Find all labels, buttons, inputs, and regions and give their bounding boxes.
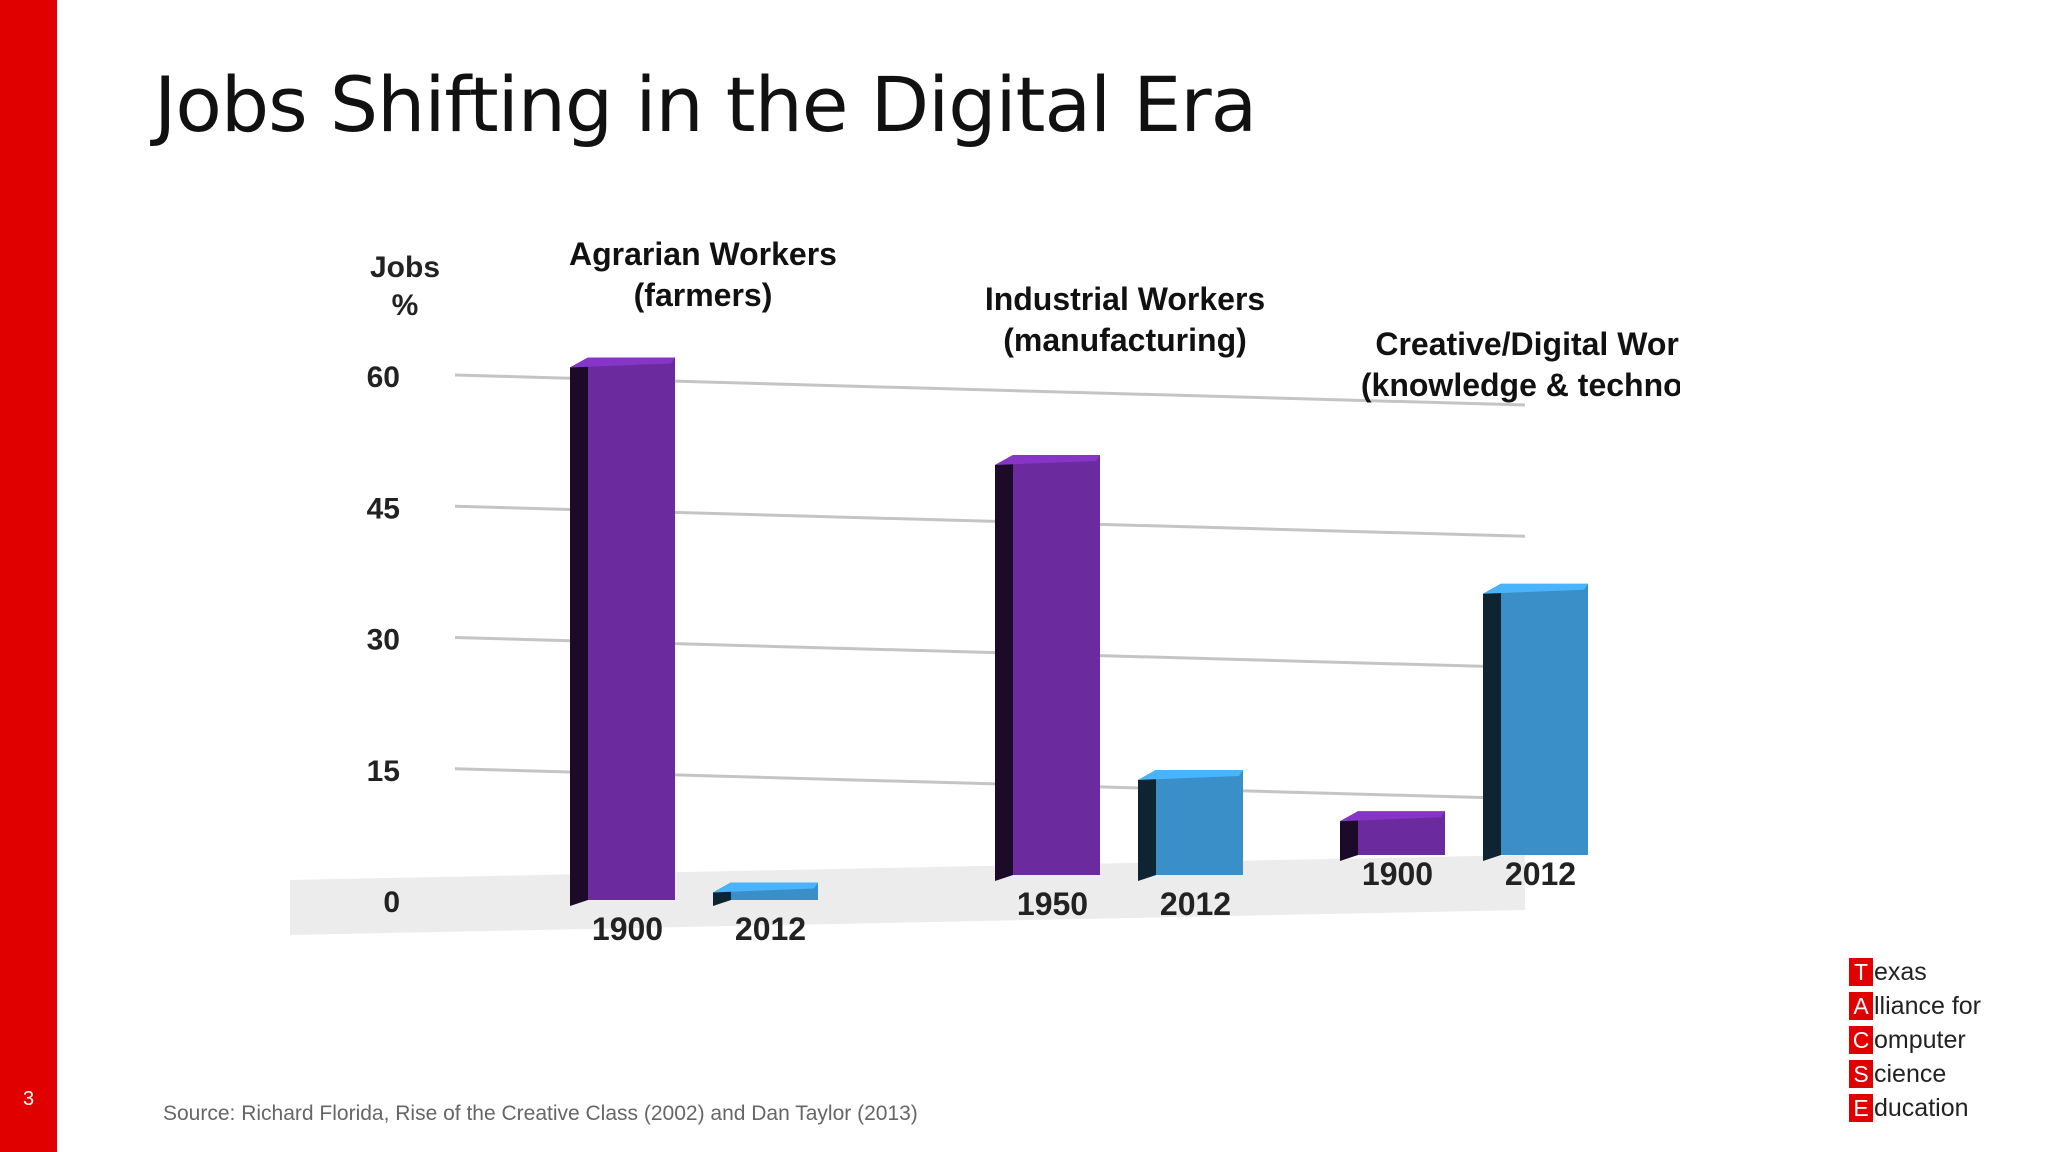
jobs-bar-chart: 0 15 30 45 60 Jobs% Agrarian Workers (farmers) 1…	[290, 236, 1680, 947]
logo-word: omputer	[1874, 1025, 1966, 1054]
logo-letter: A	[1849, 992, 1873, 1020]
bar-side	[1138, 770, 1156, 881]
logo-letter: S	[1849, 1060, 1873, 1088]
y-tick-label: 0	[383, 886, 400, 919]
bar	[1156, 770, 1243, 875]
logo-letter: T	[1849, 958, 1873, 986]
logo-word: ducation	[1874, 1093, 1969, 1122]
group-label: (farmers)	[634, 277, 773, 313]
x-tick-label: 1900	[1362, 856, 1433, 892]
y-tick-label: 30	[367, 624, 400, 657]
bar-side	[1340, 811, 1358, 861]
x-tick-label: 2012	[1160, 886, 1231, 922]
floor-shadow	[290, 855, 1525, 935]
x-tick-label: 1950	[1017, 886, 1088, 922]
x-tick-label: 2012	[1505, 856, 1576, 892]
slide-title: Jobs Shifting in the Digital Era	[154, 60, 1257, 149]
x-tick-label: 2012	[735, 911, 806, 947]
bar-top	[1340, 811, 1445, 822]
bar-top	[570, 357, 675, 368]
logo-letter: E	[1849, 1094, 1873, 1122]
bar-side	[570, 357, 588, 906]
y-axis-label: %	[392, 289, 419, 322]
y-tick-label: 45	[367, 492, 400, 525]
group-label: (knowledge & technology)	[1361, 367, 1680, 403]
group-label: Agrarian Workers	[569, 236, 837, 272]
bar-side	[995, 455, 1013, 881]
y-axis-label: Jobs	[370, 251, 440, 284]
bar-top	[713, 882, 818, 893]
bar	[1501, 583, 1588, 855]
logo-word: cience	[1874, 1059, 1947, 1088]
bar-top	[1483, 583, 1588, 594]
bar-side	[1483, 583, 1501, 861]
accent-sidebar	[0, 0, 57, 1152]
x-tick-label: 1900	[592, 911, 663, 947]
y-tick-label: 60	[367, 361, 400, 394]
bar-top	[1138, 770, 1243, 780]
group-label: (manufacturing)	[1003, 322, 1247, 358]
logo-word: lliance for	[1874, 991, 1981, 1020]
group-label: Creative/Digital Workers	[1375, 326, 1680, 362]
bar	[588, 357, 675, 900]
y-tick-label: 15	[367, 755, 400, 788]
logo-word: exas	[1874, 957, 1927, 986]
bar-top	[995, 455, 1100, 465]
slide-number: 3	[22, 1088, 35, 1110]
logo-letter: C	[1849, 1026, 1873, 1054]
group-label: Industrial Workers	[985, 281, 1265, 317]
source-citation: Source: Richard Florida, Rise of the Cre…	[163, 1102, 918, 1125]
bar	[1013, 455, 1100, 875]
